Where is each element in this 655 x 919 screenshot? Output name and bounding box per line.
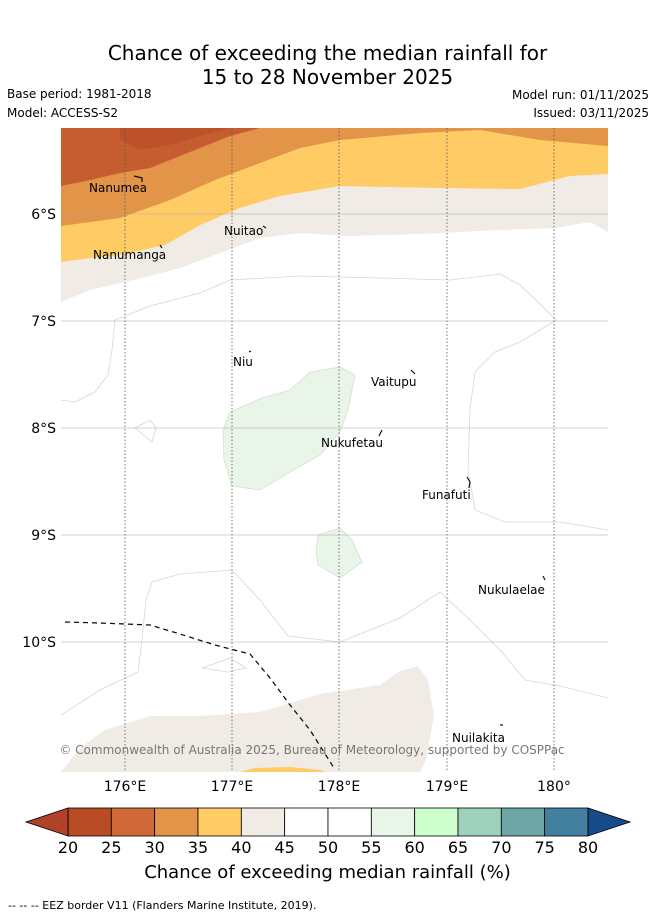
colorbar-segment <box>67 807 112 837</box>
place-label: Funafuti <box>422 488 471 502</box>
lat-label: 8°S <box>31 421 56 437</box>
place-labels: Nanumea Nuitao Nanumanga Niu Vaitupu Nuk… <box>89 181 545 745</box>
model-run: Model run: 01/11/2025 <box>511 88 649 102</box>
island-nukufetau <box>378 429 383 437</box>
eez-legend-note: -- -- -- EEZ border V11 (Flanders Marine… <box>8 899 317 912</box>
yellow-patch-south <box>240 767 325 772</box>
colorbar-segment <box>327 807 372 837</box>
green-patch-central <box>222 366 356 491</box>
colorbar-tick-label: 70 <box>491 838 512 857</box>
colorbar-tick-label: 80 <box>577 838 599 857</box>
colorbar-low-extension <box>24 807 69 837</box>
colorbar <box>24 807 632 837</box>
lat-label: 10°S <box>22 635 56 651</box>
place-label: Nuilakita <box>452 731 505 745</box>
beige-region-south <box>61 666 434 772</box>
lon-label: 177°E <box>211 779 254 795</box>
colorbar-tick-label: 25 <box>101 838 122 857</box>
place-label: Nuitao <box>224 224 263 238</box>
longitude-labels: 176°E 177°E 178°E 179°E 180° <box>104 779 571 795</box>
latitude-gridlines <box>61 213 608 643</box>
colorbar-segment <box>154 807 199 837</box>
colorbar-tick-label: 40 <box>231 838 252 857</box>
island-nuitao <box>262 225 267 229</box>
island-nanumea <box>133 175 143 182</box>
lon-label: 180° <box>537 779 571 795</box>
lat-label: 9°S <box>31 528 56 544</box>
latitude-labels: 6°S 7°S 8°S 9°S 10°S <box>22 207 56 651</box>
place-label: Niu <box>233 355 253 369</box>
place-label: Nukulaelae <box>478 583 545 597</box>
colorbar-segment <box>414 807 459 837</box>
colorbar-segment <box>110 807 156 837</box>
eez-border <box>64 621 335 769</box>
colorbar-tick-label: 55 <box>361 838 382 857</box>
place-label: Nanumanga <box>93 248 166 262</box>
place-label: Nukufetau <box>321 436 383 450</box>
colorbar-segment <box>240 807 286 837</box>
colorbar-segment <box>284 807 329 837</box>
lon-label: 176°E <box>104 779 147 795</box>
island-nukulaelae <box>542 575 546 581</box>
colorbar-segment <box>457 807 502 837</box>
dark-orange-band <box>61 128 260 186</box>
title-line-2: 15 to 28 November 2025 <box>201 65 454 89</box>
title-line-1: Chance of exceeding the median rainfall … <box>107 41 548 65</box>
colorbar-tick-label: 35 <box>187 838 209 857</box>
colorbar-label: Chance of exceeding median rainfall (%) <box>144 862 511 883</box>
lon-label: 178°E <box>318 779 361 795</box>
colorbar-segment <box>197 807 242 837</box>
colorbar-tick-label: 65 <box>447 838 469 857</box>
island-markers <box>133 175 546 726</box>
colorbar-tick-label: 60 <box>404 838 425 857</box>
lon-label: 179°E <box>426 779 469 795</box>
darkest-patch <box>120 128 230 150</box>
colorbar-segment <box>370 807 416 837</box>
place-label: Vaitupu <box>371 375 417 389</box>
orange-band <box>61 128 608 226</box>
island-niu <box>248 350 252 353</box>
colorbar-tick-label: 75 <box>534 838 555 857</box>
colorbar-tick-label: 20 <box>57 838 79 857</box>
island-funafuti <box>466 476 471 489</box>
colorbar-tick-label: 30 <box>144 838 165 857</box>
base-period: Base period: 1981-2018 <box>7 87 152 101</box>
map-canvas: Nanumea Nuitao Nanumanga Niu Vaitupu Nuk… <box>59 128 608 772</box>
longitude-gridlines <box>124 128 555 772</box>
colorbar-segment <box>500 807 546 837</box>
lat-label: 7°S <box>31 314 56 330</box>
copyright-notice: © Commonwealth of Australia 2025, Bureau… <box>59 743 564 757</box>
island-vaitupu <box>410 369 416 375</box>
island-nanumanga <box>159 244 163 249</box>
colorbar-tick-label: 45 <box>274 838 295 857</box>
colorbar-high-extension <box>587 807 632 837</box>
lat-label: 6°S <box>31 207 56 223</box>
place-label: Nanumea <box>89 181 147 195</box>
model-name: Model: ACCESS-S2 <box>7 106 119 120</box>
contour-lines <box>61 273 608 716</box>
colorbar-segment <box>544 807 589 837</box>
issued-date: Issued: 03/11/2025 <box>533 106 649 120</box>
colorbar-tick-label: 50 <box>317 838 339 857</box>
